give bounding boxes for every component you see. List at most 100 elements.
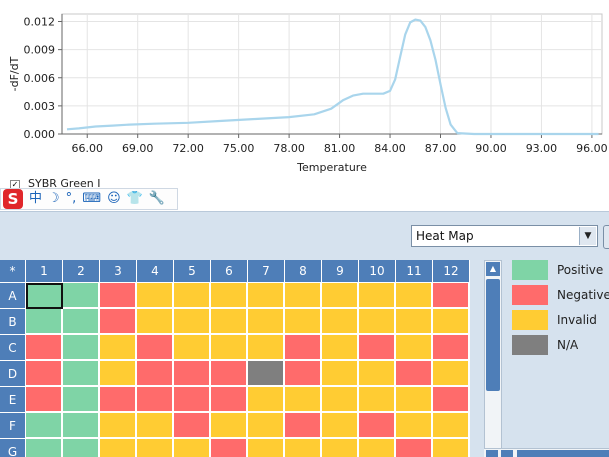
well-D8[interactable] (285, 361, 322, 387)
well-E6[interactable] (211, 387, 248, 413)
channel-row[interactable]: ✓ SYBR Green I (10, 178, 210, 190)
user-icon[interactable]: ☺ (107, 191, 121, 206)
row-header-E[interactable]: E (0, 387, 26, 413)
well-F2[interactable] (63, 413, 100, 439)
well-C11[interactable] (396, 335, 433, 361)
well-C1[interactable] (26, 335, 63, 361)
well-B6[interactable] (211, 309, 248, 335)
well-C2[interactable] (63, 335, 100, 361)
scroll-left-step-icon[interactable] (501, 450, 513, 457)
well-A2[interactable] (63, 283, 100, 309)
well-C5[interactable] (174, 335, 211, 361)
well-A10[interactable] (359, 283, 396, 309)
well-E11[interactable] (396, 387, 433, 413)
well-G12[interactable] (433, 439, 470, 457)
column-header-8[interactable]: 8 (285, 260, 322, 283)
well-A12[interactable] (433, 283, 470, 309)
well-F11[interactable] (396, 413, 433, 439)
well-F12[interactable] (433, 413, 470, 439)
well-B7[interactable] (248, 309, 285, 335)
well-B10[interactable] (359, 309, 396, 335)
well-F8[interactable] (285, 413, 322, 439)
well-C12[interactable] (433, 335, 470, 361)
well-G10[interactable] (359, 439, 396, 457)
well-G1[interactable] (26, 439, 63, 457)
well-A9[interactable] (322, 283, 359, 309)
well-B8[interactable] (285, 309, 322, 335)
well-D4[interactable] (137, 361, 174, 387)
row-header-G[interactable]: G (0, 439, 26, 457)
well-A7[interactable] (248, 283, 285, 309)
well-E2[interactable] (63, 387, 100, 413)
well-F4[interactable] (137, 413, 174, 439)
well-C8[interactable] (285, 335, 322, 361)
row-header-D[interactable]: D (0, 361, 26, 387)
well-C10[interactable] (359, 335, 396, 361)
well-G8[interactable] (285, 439, 322, 457)
well-G3[interactable] (100, 439, 137, 457)
horizontal-scroll-thumb[interactable] (517, 450, 609, 457)
well-F10[interactable] (359, 413, 396, 439)
well-A1[interactable] (26, 283, 63, 309)
well-G4[interactable] (137, 439, 174, 457)
well-D11[interactable] (396, 361, 433, 387)
well-D3[interactable] (100, 361, 137, 387)
ime-logo-icon[interactable]: S (3, 189, 23, 209)
panel-side-button[interactable] (603, 225, 609, 249)
column-header-3[interactable]: 3 (100, 260, 137, 283)
punctuation-icon[interactable]: °, (65, 191, 77, 206)
well-E12[interactable] (433, 387, 470, 413)
vertical-scroll-thumb[interactable] (486, 279, 500, 391)
well-G6[interactable] (211, 439, 248, 457)
well-C3[interactable] (100, 335, 137, 361)
column-header-4[interactable]: 4 (137, 260, 174, 283)
well-E10[interactable] (359, 387, 396, 413)
row-header-C[interactable]: C (0, 335, 26, 361)
well-D5[interactable] (174, 361, 211, 387)
column-header-2[interactable]: 2 (63, 260, 100, 283)
column-header-1[interactable]: 1 (26, 260, 63, 283)
well-B3[interactable] (100, 309, 137, 335)
well-A8[interactable] (285, 283, 322, 309)
well-B5[interactable] (174, 309, 211, 335)
well-B4[interactable] (137, 309, 174, 335)
well-F5[interactable] (174, 413, 211, 439)
well-F9[interactable] (322, 413, 359, 439)
well-G5[interactable] (174, 439, 211, 457)
well-D7[interactable] (248, 361, 285, 387)
well-E4[interactable] (137, 387, 174, 413)
row-header-F[interactable]: F (0, 413, 26, 439)
well-F6[interactable] (211, 413, 248, 439)
well-E3[interactable] (100, 387, 137, 413)
well-C6[interactable] (211, 335, 248, 361)
well-A11[interactable] (396, 283, 433, 309)
melt-curve-line[interactable] (66, 18, 599, 136)
well-A5[interactable] (174, 283, 211, 309)
well-D10[interactable] (359, 361, 396, 387)
well-E5[interactable] (174, 387, 211, 413)
well-B12[interactable] (433, 309, 470, 335)
column-header-12[interactable]: 12 (433, 260, 470, 283)
well-D12[interactable] (433, 361, 470, 387)
well-F3[interactable] (100, 413, 137, 439)
chevron-down-icon[interactable]: ▼ (579, 227, 596, 245)
well-D2[interactable] (63, 361, 100, 387)
shirt-icon[interactable]: 👕 (126, 191, 143, 206)
column-header-7[interactable]: 7 (248, 260, 285, 283)
moon-icon[interactable]: ☽ (48, 191, 60, 206)
chinese-mode-icon[interactable]: 中 (29, 191, 43, 206)
row-header-A[interactable]: A (0, 283, 26, 309)
well-E9[interactable] (322, 387, 359, 413)
well-G7[interactable] (248, 439, 285, 457)
well-G11[interactable] (396, 439, 433, 457)
well-D9[interactable] (322, 361, 359, 387)
vertical-scrollbar[interactable]: ▲ (484, 260, 502, 452)
horizontal-scrollbar[interactable] (484, 448, 609, 457)
column-header-5[interactable]: 5 (174, 260, 211, 283)
well-E7[interactable] (248, 387, 285, 413)
wrench-icon[interactable]: 🔧 (148, 191, 166, 206)
well-C9[interactable] (322, 335, 359, 361)
well-D1[interactable] (26, 361, 63, 387)
row-header-B[interactable]: B (0, 309, 26, 335)
well-C4[interactable] (137, 335, 174, 361)
